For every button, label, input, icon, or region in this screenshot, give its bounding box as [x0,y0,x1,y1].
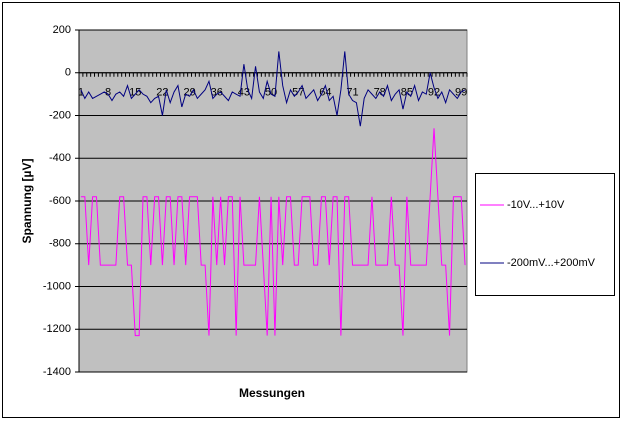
y-tick-label: -1200 [43,323,71,335]
y-tick-label: -600 [49,195,71,207]
y-tick-label: -800 [49,238,71,250]
series-line [80,128,466,337]
x-tick-label: 8 [105,87,111,99]
y-tick-label: -1000 [43,280,71,292]
legend-label: -200mV...+200mV [507,257,596,269]
y-tick-label: 200 [53,24,71,36]
y-tick-label: 0 [65,67,71,79]
x-axis-title: Messungen [239,386,305,400]
x-tick-label: 1 [78,87,84,99]
series-line [80,51,466,127]
legend-label: -10V...+10V [507,199,565,211]
x-tick-label: 15 [129,87,141,99]
y-tick-label: -400 [49,152,71,164]
y-tick-label: -200 [49,109,71,121]
legend [475,173,615,296]
x-tick-label: 29 [183,87,195,99]
x-tick-label: 43 [238,87,250,99]
y-tick-label: -1400 [43,366,71,378]
x-tick-label: 64 [319,87,331,99]
y-axis-title: Spannung [µV] [20,159,34,244]
x-tick-label: 36 [211,87,223,99]
